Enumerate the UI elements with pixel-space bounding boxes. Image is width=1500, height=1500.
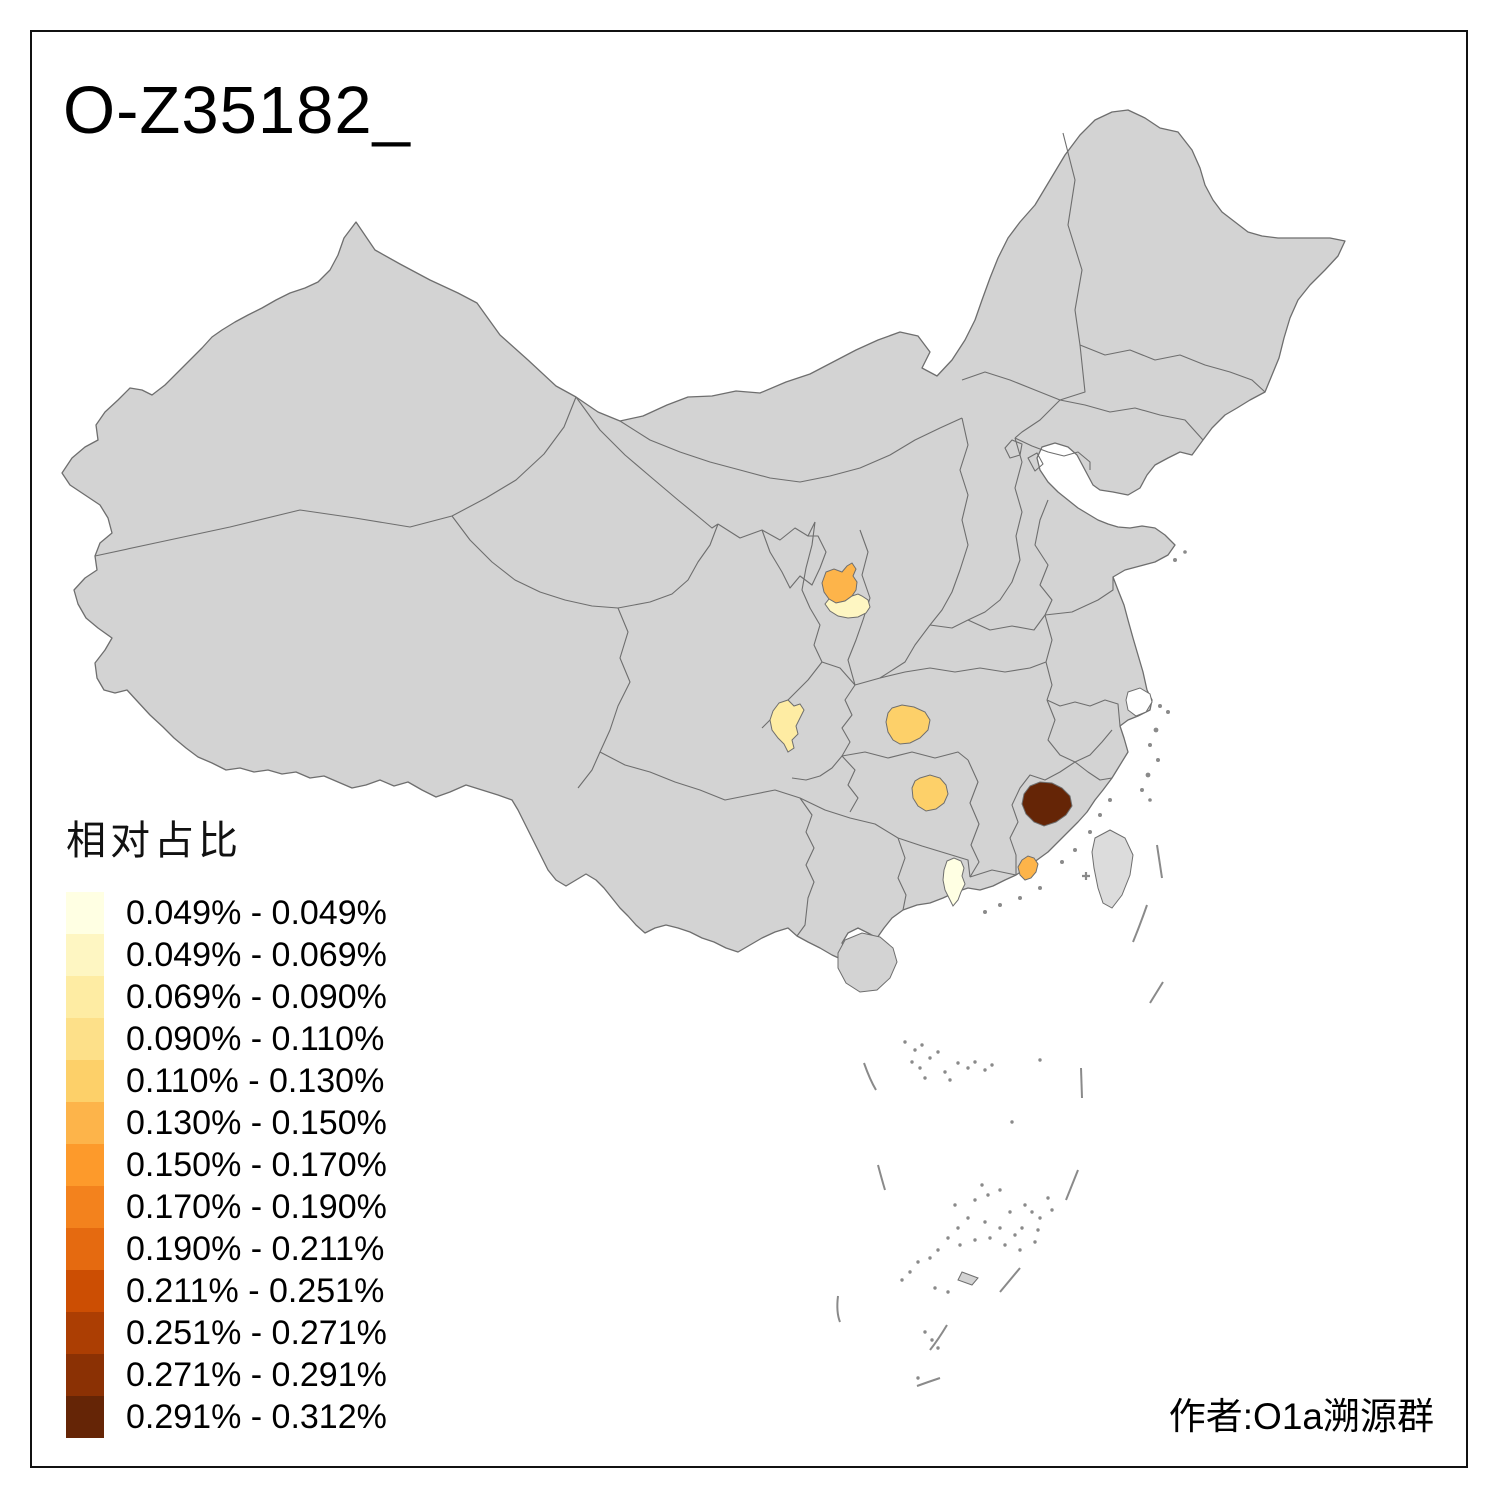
legend-range-label: 0.130% - 0.150% (126, 1103, 387, 1142)
legend-swatch (66, 1396, 104, 1438)
legend-item: 0.090% - 0.110% (66, 1018, 387, 1060)
legend-swatch (66, 1060, 104, 1102)
sea-boundary-dashes (837, 845, 1163, 1386)
hainan-island (838, 933, 897, 992)
legend-range-label: 0.211% - 0.251% (126, 1271, 385, 1310)
legend-swatch (66, 1354, 104, 1396)
region-highlight (912, 775, 948, 811)
legend-swatch (66, 892, 104, 934)
region-highlight (825, 594, 870, 618)
legend-range-label: 0.049% - 0.069% (126, 935, 387, 974)
shanghai-region (1126, 688, 1152, 716)
legend-range-label: 0.190% - 0.211% (126, 1229, 385, 1268)
mainland-outline (62, 110, 1345, 960)
legend-item: 0.291% - 0.312% (66, 1396, 387, 1438)
legend-item: 0.170% - 0.190% (66, 1186, 387, 1228)
taiwan-island (1092, 830, 1133, 908)
legend-range-label: 0.170% - 0.190% (126, 1187, 387, 1226)
south-sea-islands (900, 1040, 1054, 1380)
legend-item: 0.049% - 0.049% (66, 892, 387, 934)
legend-swatch (66, 1312, 104, 1354)
legend-swatch (66, 1270, 104, 1312)
attribution-text: 作者:O1a溯源群 (1168, 1396, 1434, 1437)
legend-item: 0.190% - 0.211% (66, 1228, 387, 1270)
legend-range-label: 0.291% - 0.312% (126, 1397, 387, 1436)
legend-range-label: 0.090% - 0.110% (126, 1019, 385, 1058)
south-sea-islet (958, 1272, 978, 1285)
legend-item: 0.069% - 0.090% (66, 976, 387, 1018)
coastal-islands (983, 550, 1187, 914)
legend-item: 0.049% - 0.069% (66, 934, 387, 976)
page-title: O-Z35182_ (63, 73, 411, 148)
region-highlight (822, 563, 857, 603)
legend-range-label: 0.150% - 0.170% (126, 1145, 387, 1184)
legend-item: 0.130% - 0.150% (66, 1102, 387, 1144)
legend-range-label: 0.271% - 0.291% (126, 1355, 387, 1394)
legend-swatch (66, 976, 104, 1018)
region-highlight (943, 858, 965, 906)
legend-swatch (66, 1102, 104, 1144)
legend-swatch (66, 1228, 104, 1270)
legend-swatch (66, 934, 104, 976)
legend-item: 0.271% - 0.291% (66, 1354, 387, 1396)
legend-item: 0.251% - 0.271% (66, 1312, 387, 1354)
legend-items: 0.049% - 0.049% 0.049% - 0.069% 0.069% - 0… (66, 892, 387, 1438)
legend-item: 0.211% - 0.251% (66, 1270, 387, 1312)
legend-item: 0.110% - 0.130% (66, 1060, 387, 1102)
legend-range-label: 0.251% - 0.271% (126, 1313, 387, 1352)
region-highlight (1022, 782, 1072, 826)
legend-item: 0.150% - 0.170% (66, 1144, 387, 1186)
legend-range-label: 0.049% - 0.049% (126, 893, 387, 932)
legend-swatch (66, 1018, 104, 1060)
legend-swatch (66, 1144, 104, 1186)
highlighted-regions (770, 563, 1072, 906)
region-highlight (1018, 856, 1038, 880)
legend-title: 相对占比 (66, 819, 242, 863)
region-highlight (886, 705, 930, 744)
legend-swatch (66, 1186, 104, 1228)
legend: 相对占比 0.049% - 0.049% 0.049% - 0.069% 0.069… (66, 808, 387, 1438)
legend-range-label: 0.110% - 0.130% (126, 1061, 385, 1100)
legend-range-label: 0.069% - 0.090% (126, 977, 387, 1016)
region-highlight (770, 700, 804, 752)
